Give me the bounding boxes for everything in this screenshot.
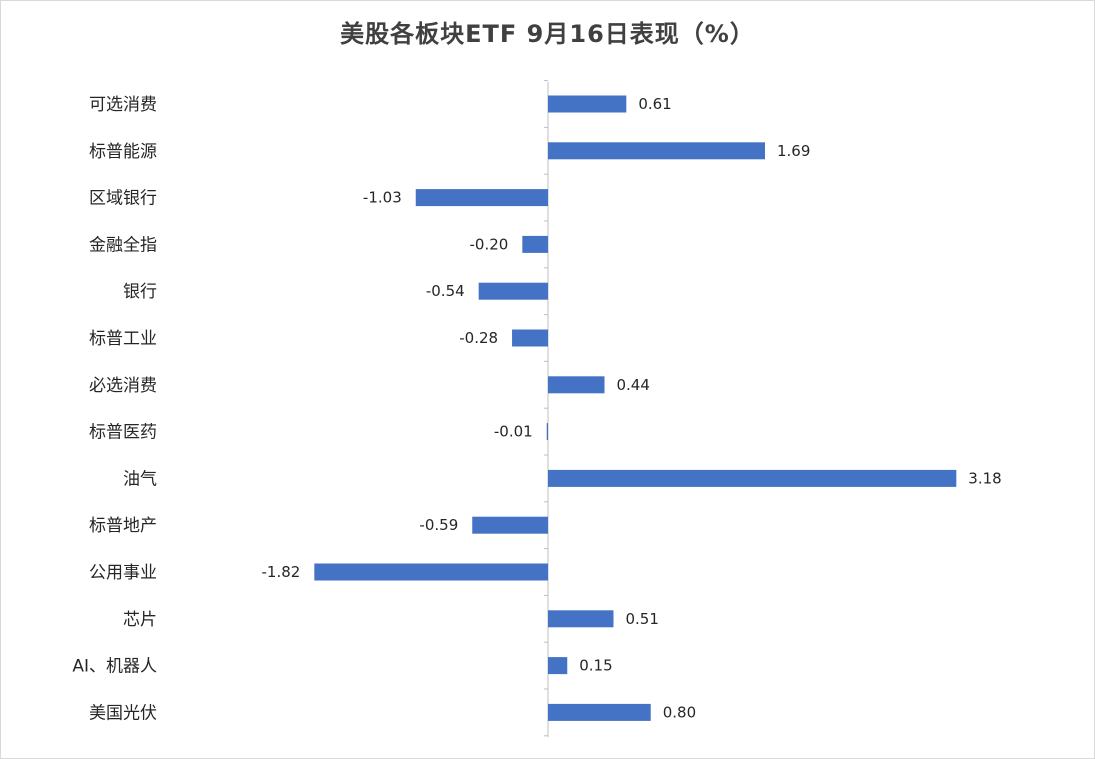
category-label: 标普能源	[89, 142, 157, 162]
category-label: 标普工业	[89, 329, 157, 349]
category-label: AI、机器人	[72, 657, 157, 677]
data-label: -0.01	[494, 423, 533, 441]
data-label: -1.82	[261, 563, 300, 581]
category-label: 银行	[123, 282, 157, 302]
data-label: 3.18	[968, 469, 1001, 487]
bar	[314, 563, 548, 581]
category-label: 芯片	[123, 610, 157, 630]
data-label: 0.15	[579, 657, 612, 675]
bar	[522, 235, 548, 253]
bar	[548, 657, 568, 675]
category-label: 可选消费	[89, 95, 157, 115]
data-label: -1.03	[363, 189, 402, 207]
data-label: -0.28	[459, 329, 498, 347]
category-label: 必选消费	[89, 376, 157, 396]
category-label: 标普医药	[89, 423, 157, 443]
bar	[548, 142, 765, 160]
bar	[548, 469, 957, 487]
data-label: -0.54	[426, 282, 465, 300]
data-label: -0.20	[470, 235, 509, 253]
bar	[548, 376, 605, 394]
bar	[546, 423, 548, 441]
bar	[512, 329, 548, 347]
data-label: 0.80	[663, 703, 696, 721]
bar	[548, 95, 627, 113]
category-label: 标普地产	[89, 516, 157, 536]
bar	[478, 282, 548, 300]
category-label: 美国光伏	[89, 703, 157, 723]
data-label: 0.44	[616, 376, 649, 394]
data-label: 0.51	[625, 610, 658, 628]
category-label: 区域银行	[89, 189, 157, 209]
category-label: 金融全指	[89, 235, 157, 255]
category-label: 公用事业	[89, 563, 157, 583]
bar	[548, 703, 651, 721]
data-label: 1.69	[777, 142, 810, 160]
category-label: 油气	[123, 469, 157, 489]
data-label: -0.59	[419, 516, 458, 534]
data-label: 0.61	[638, 95, 671, 113]
bar	[472, 516, 548, 534]
bar	[548, 610, 614, 628]
chart-title: 美股各板块ETF 9月16日表现（%）	[340, 20, 755, 48]
bar	[415, 189, 548, 207]
